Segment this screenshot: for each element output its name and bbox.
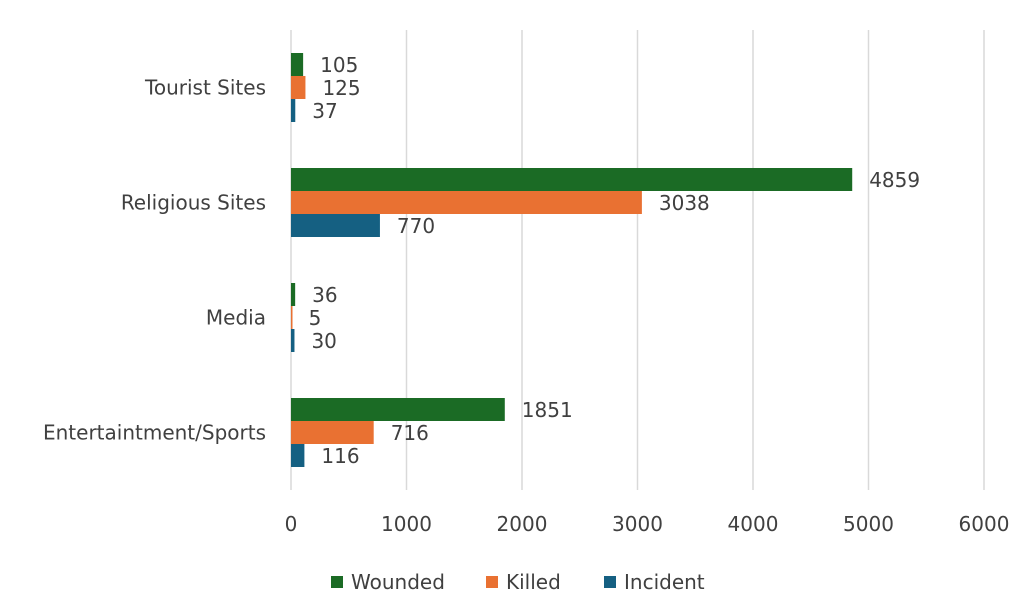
- category-labels: Tourist Sites Religious Sites Media Enterta…: [43, 76, 266, 445]
- bar-killed: [291, 76, 306, 99]
- bar-wounded: [291, 53, 304, 76]
- bar-incident: [291, 444, 305, 467]
- x-tick-label: 3000: [612, 512, 663, 536]
- bar-killed: [291, 306, 293, 329]
- category-label: Tourist Sites: [144, 76, 266, 100]
- data-label: 116: [321, 444, 359, 468]
- data-label: 125: [322, 76, 360, 100]
- data-label: 37: [312, 99, 337, 123]
- data-label: 30: [311, 329, 336, 353]
- category-label: Media: [206, 306, 266, 330]
- category-label: Entertaintment/Sports: [43, 421, 266, 445]
- legend-label: Killed: [506, 570, 561, 594]
- bar-killed: [291, 191, 642, 214]
- bar-incident: [291, 99, 296, 122]
- bar-wounded: [291, 283, 296, 306]
- data-label: 105: [320, 53, 358, 77]
- legend: Wounded Killed Incident: [331, 570, 705, 594]
- x-tick-label: 4000: [728, 512, 779, 536]
- x-tick-label: 5000: [843, 512, 894, 536]
- data-label: 4859: [869, 168, 920, 192]
- bar-wounded: [291, 398, 505, 421]
- data-label: 1851: [522, 398, 573, 422]
- data-label: 36: [312, 283, 337, 307]
- data-label: 770: [397, 214, 435, 238]
- x-tick-label: 0: [285, 512, 298, 536]
- legend-swatch-killed: [486, 576, 498, 588]
- bar-incident: [291, 214, 380, 237]
- legend-swatch-wounded: [331, 576, 343, 588]
- x-tick-labels: 0 1000 2000 3000 4000 5000 6000: [285, 512, 1010, 536]
- legend-label: Incident: [624, 570, 705, 594]
- x-tick-label: 6000: [959, 512, 1010, 536]
- data-label: 5: [309, 306, 322, 330]
- bar-killed: [291, 421, 374, 444]
- data-label: 3038: [659, 191, 710, 215]
- bar-wounded: [291, 168, 853, 191]
- x-tick-label: 2000: [497, 512, 548, 536]
- category-label: Religious Sites: [121, 191, 266, 215]
- legend-swatch-incident: [604, 576, 616, 588]
- x-tick-label: 1000: [381, 512, 432, 536]
- legend-label: Wounded: [351, 570, 445, 594]
- gridlines: [290, 30, 985, 490]
- bar-incident: [291, 329, 295, 352]
- data-label: 716: [391, 421, 429, 445]
